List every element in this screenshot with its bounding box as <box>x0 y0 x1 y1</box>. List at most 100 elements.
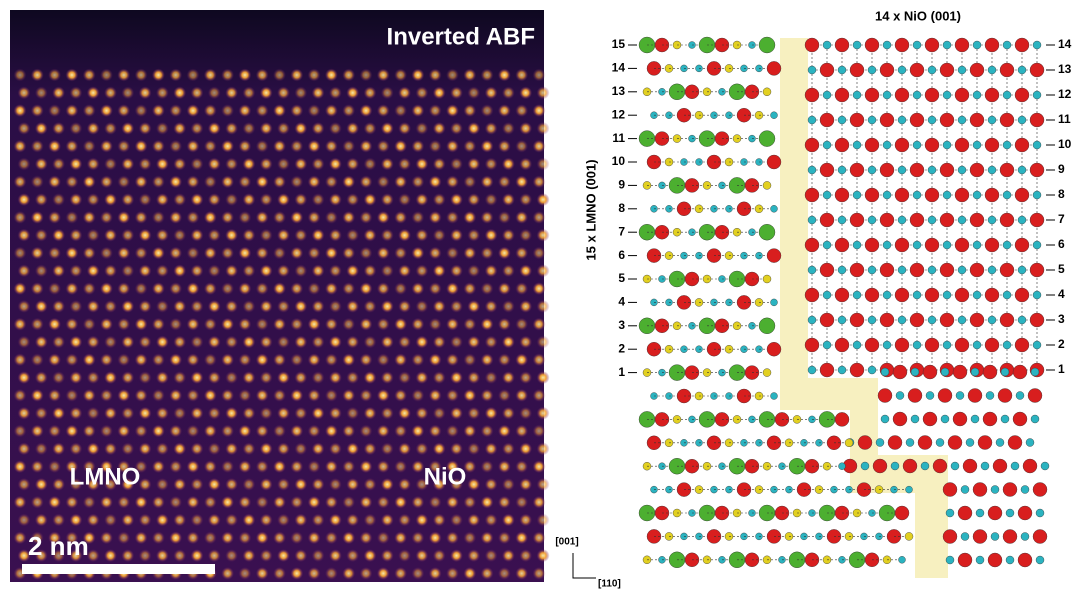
atom-column <box>18 300 31 313</box>
atom-column <box>398 371 411 384</box>
atom-column <box>204 496 217 509</box>
atom <box>868 316 876 324</box>
atom-column <box>485 371 498 384</box>
atom-column <box>342 567 355 580</box>
atom-column <box>290 567 303 580</box>
atom <box>1015 288 1029 302</box>
atom <box>1033 483 1047 497</box>
atom-column <box>446 211 459 224</box>
atom-column <box>398 514 411 527</box>
atom-column <box>173 442 186 455</box>
atom <box>805 138 819 152</box>
atom <box>1000 263 1014 277</box>
atom-column <box>121 371 134 384</box>
atom <box>958 506 972 520</box>
atom <box>928 116 936 124</box>
atom-column <box>277 549 290 562</box>
atom-column <box>31 211 44 224</box>
atom-column <box>225 300 238 313</box>
atom-column <box>187 496 200 509</box>
layer-label: 6 <box>618 248 625 262</box>
atom-column <box>273 389 286 402</box>
atom-column <box>187 531 200 544</box>
atom-column <box>87 158 100 171</box>
atom <box>910 313 924 327</box>
atom-column <box>14 425 27 438</box>
atom <box>946 556 954 564</box>
atom <box>805 238 819 252</box>
atom-column <box>381 442 394 455</box>
atom-column <box>515 531 528 544</box>
atom <box>808 116 816 124</box>
atom-column <box>277 264 290 277</box>
atom-column <box>204 460 217 473</box>
atom-column <box>364 336 377 349</box>
atom-column <box>463 318 476 331</box>
atom-column <box>381 371 394 384</box>
atom-column <box>415 407 428 420</box>
atom <box>911 368 919 376</box>
atom-column <box>48 69 61 82</box>
atom-column <box>260 86 273 99</box>
atom-column <box>83 496 96 509</box>
atom <box>895 288 909 302</box>
atom <box>1033 341 1041 349</box>
atom-column <box>290 175 303 188</box>
atom-column <box>398 86 411 99</box>
atom-column <box>533 496 546 509</box>
atom-column <box>515 211 528 224</box>
atom-column <box>139 158 152 171</box>
atom <box>823 291 831 299</box>
atom <box>923 365 937 379</box>
atom-column <box>515 425 528 438</box>
atom <box>973 141 981 149</box>
atom-column <box>238 496 251 509</box>
atom-column <box>135 282 148 295</box>
atom <box>823 341 831 349</box>
atom-column <box>273 531 286 544</box>
atom-column <box>450 514 463 527</box>
atom-column <box>260 158 273 171</box>
atom-column <box>481 425 494 438</box>
atom <box>955 88 969 102</box>
atom-column <box>260 407 273 420</box>
atom-column <box>238 389 251 402</box>
atom-column <box>35 300 48 313</box>
atom-column <box>14 104 27 117</box>
atom-column <box>485 193 498 206</box>
atom <box>985 188 999 202</box>
atom-column <box>411 531 424 544</box>
atom-column <box>256 104 269 117</box>
atom-column <box>187 211 200 224</box>
atom-column <box>242 158 255 171</box>
atom-column <box>48 175 61 188</box>
atom-column <box>208 407 221 420</box>
atom-column <box>242 407 255 420</box>
atom-column <box>360 140 373 153</box>
atom-column <box>360 531 373 544</box>
atom-column <box>35 442 48 455</box>
atom <box>973 241 981 249</box>
atom-column <box>191 122 204 135</box>
region-label: LMNO <box>70 463 141 490</box>
atom-column <box>485 407 498 420</box>
atom-column <box>169 175 182 188</box>
layer-label: 6 <box>1058 237 1065 251</box>
atom-column <box>238 353 251 366</box>
atom-column <box>467 371 480 384</box>
atom-column <box>325 104 338 117</box>
atom-column <box>481 104 494 117</box>
atom-column <box>117 531 130 544</box>
atom-column <box>342 175 355 188</box>
atom-column <box>519 407 532 420</box>
atom-column <box>69 229 82 242</box>
atom <box>938 389 952 403</box>
atom <box>868 116 876 124</box>
atom-column <box>498 104 511 117</box>
atom <box>1033 191 1041 199</box>
atom-column <box>498 425 511 438</box>
atom-column <box>467 478 480 491</box>
atom <box>1008 436 1022 450</box>
atom-column <box>238 211 251 224</box>
atom-column <box>394 496 407 509</box>
